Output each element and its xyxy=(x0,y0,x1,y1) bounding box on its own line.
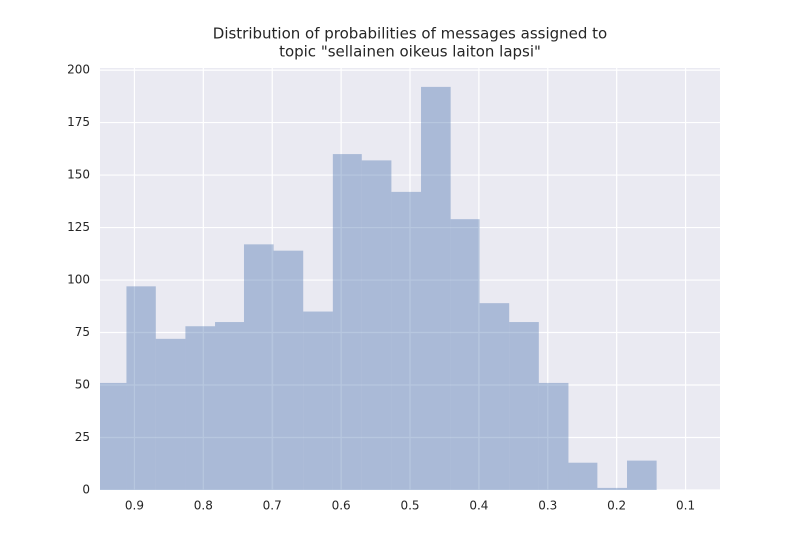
x-tick-label: 0.3 xyxy=(538,499,557,513)
x-tick-label: 0.2 xyxy=(607,499,626,513)
bar xyxy=(538,382,569,490)
y-tick-label: 25 xyxy=(75,430,90,444)
x-tick-label: 0.9 xyxy=(125,499,144,513)
grid xyxy=(100,68,720,491)
y-tick-label: 175 xyxy=(67,115,90,129)
chart-title: topic "sellainen oikeus laiton lapsi" xyxy=(279,43,541,61)
x-tick-label: 0.5 xyxy=(400,499,419,513)
bar xyxy=(303,311,333,490)
bar xyxy=(597,487,627,490)
y-tick-label: 150 xyxy=(67,168,90,182)
y-tick-label: 100 xyxy=(67,273,90,287)
bar xyxy=(100,382,127,490)
bar xyxy=(568,462,598,490)
x-tick-label: 0.6 xyxy=(332,499,351,513)
bar xyxy=(627,460,657,490)
x-tick-label: 0.4 xyxy=(469,499,488,513)
bar xyxy=(243,244,274,490)
bar xyxy=(361,160,392,490)
x-tick-label: 0.7 xyxy=(263,499,282,513)
bar xyxy=(332,154,362,490)
bar xyxy=(421,86,451,490)
x-tick-label: 0.8 xyxy=(194,499,213,513)
bar xyxy=(391,191,422,490)
chart-title: Distribution of probabilities of message… xyxy=(213,25,607,43)
y-tick-label: 50 xyxy=(75,378,90,392)
y-tick-label: 200 xyxy=(67,63,90,77)
y-tick-label: 75 xyxy=(75,325,90,339)
bar xyxy=(509,322,539,490)
bar xyxy=(479,303,510,490)
bar xyxy=(185,326,216,490)
bars xyxy=(100,86,657,490)
bar xyxy=(155,338,186,490)
bar xyxy=(450,219,480,490)
x-tick-label: 0.1 xyxy=(676,499,695,513)
y-tick-label: 125 xyxy=(67,220,90,234)
bar xyxy=(273,250,304,490)
bar xyxy=(215,322,244,490)
y-tick-label: 0 xyxy=(82,483,90,497)
bar xyxy=(126,286,156,490)
